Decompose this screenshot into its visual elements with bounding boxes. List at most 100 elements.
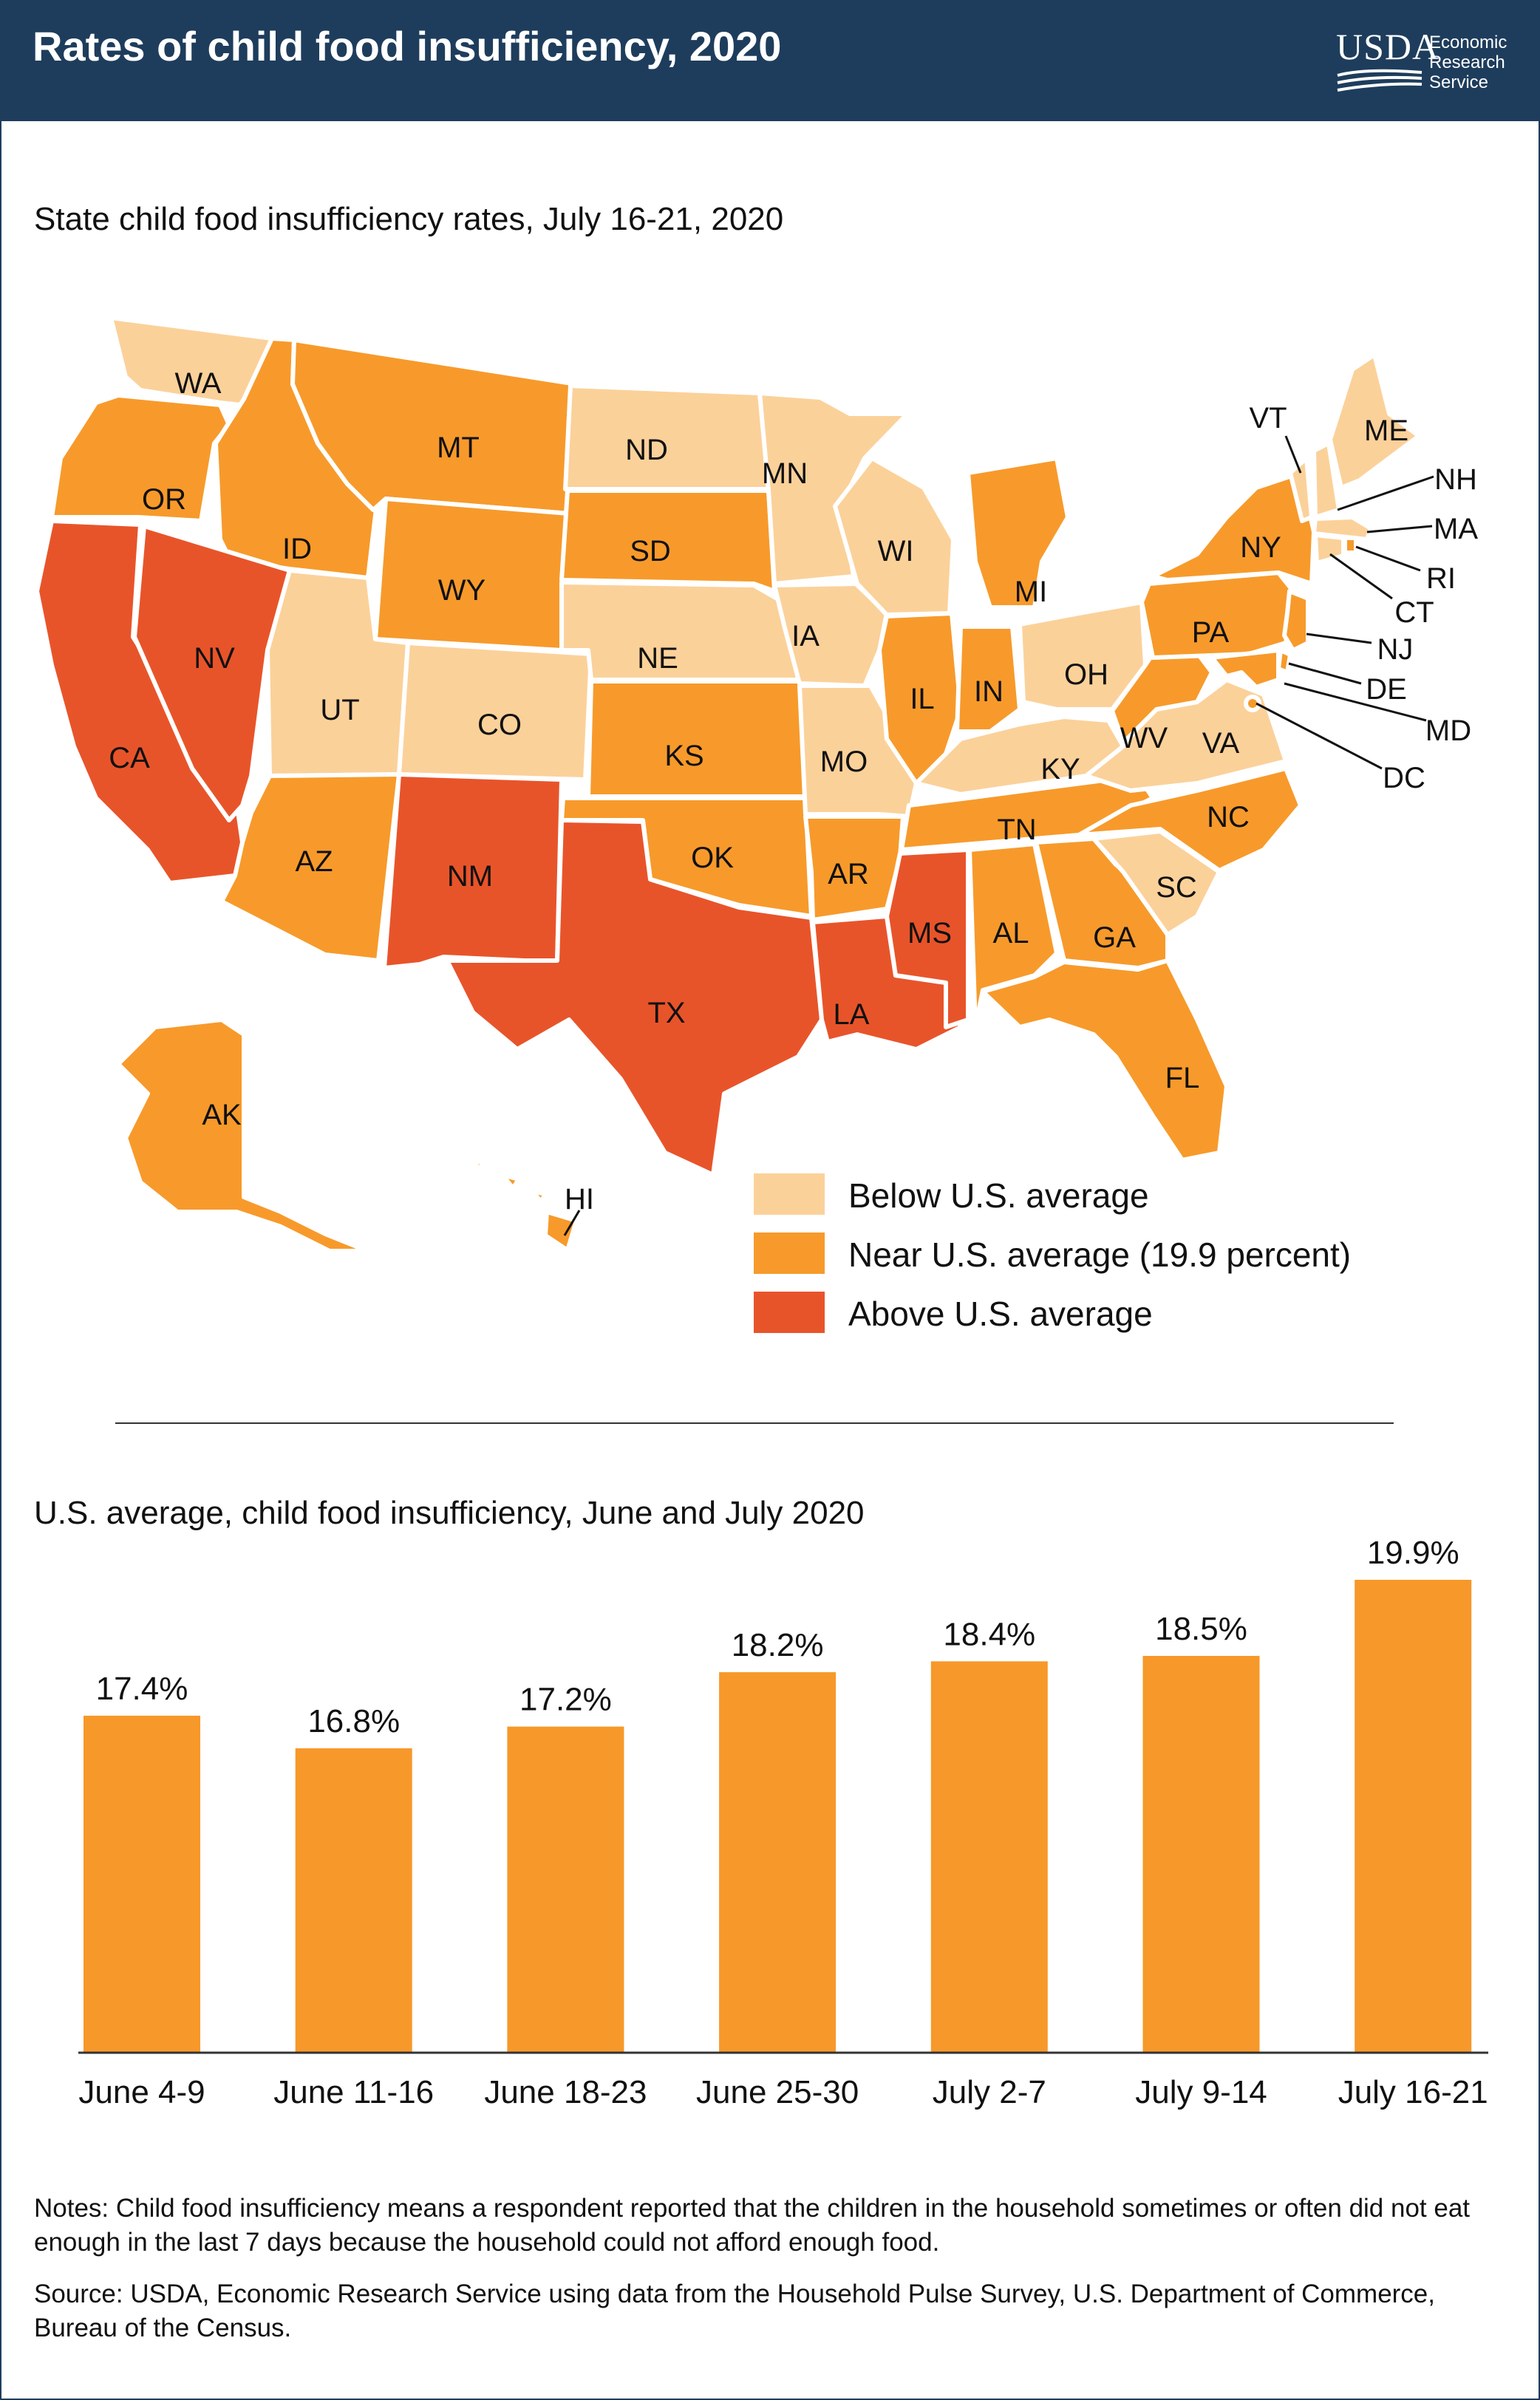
- state-shape-ma: [1312, 515, 1373, 542]
- bar-3: [507, 1726, 624, 2053]
- state-label-wi: WI: [878, 535, 914, 567]
- state-shape-ne: [559, 580, 802, 682]
- state-label-tn: TN: [997, 814, 1036, 846]
- legend-label-below: Below U.S. average: [848, 1176, 1149, 1215]
- bar-4: [719, 1672, 837, 2053]
- leader-line-ct: [1329, 553, 1393, 600]
- legend-swatch-near: [754, 1233, 825, 1274]
- state-shape-mi: [966, 456, 1070, 610]
- state-label-wv: WV: [1120, 722, 1168, 754]
- state-label-ri: RI: [1426, 562, 1456, 595]
- x-tick-label-1: June 4-9: [78, 2074, 205, 2110]
- notes-text: Notes: Child food insufficiency means a …: [34, 2194, 1471, 2257]
- state-label-me: ME: [1364, 415, 1408, 447]
- state-shape-tx: [445, 818, 824, 1177]
- state-label-nm: NM: [447, 860, 493, 893]
- bar-data-label-7: 19.9%: [1367, 1535, 1459, 1571]
- x-tick-label-2: June 11-16: [273, 2074, 434, 2110]
- leader-line-vt: [1284, 435, 1302, 474]
- bar-data-label-4: 18.2%: [732, 1627, 824, 1663]
- x-tick-label-5: July 2-7: [933, 2074, 1046, 2110]
- x-tick-label-3: June 18-23: [484, 2074, 647, 2110]
- ers-logo-text: Economic Research Service: [1429, 33, 1533, 92]
- state-label-vt: VT: [1249, 402, 1287, 434]
- state-shape-or: [50, 393, 231, 523]
- section-divider: [115, 1422, 1394, 1424]
- source-text: Source: USDA, Economic Research Service …: [34, 2280, 1435, 2342]
- state-label-ne: NE: [637, 642, 678, 675]
- state-label-in: IN: [974, 675, 1004, 708]
- state-label-sd: SD: [630, 535, 671, 567]
- bar-data-label-5: 18.4%: [943, 1616, 1035, 1652]
- state-shape-ky: [914, 715, 1125, 797]
- leader-line-nj: [1306, 633, 1372, 644]
- header-bar: Rates of child food insufficiency, 2020 …: [0, 0, 1540, 121]
- state-shape-ny: [1151, 471, 1316, 586]
- state-shape-co: [397, 641, 593, 782]
- state-shape-wi: [833, 456, 955, 617]
- bar-6: [1142, 1655, 1260, 2053]
- state-shape-ks: [586, 679, 808, 799]
- page-title: Rates of child food insufficiency, 2020: [33, 23, 782, 69]
- state-shape-hi: [471, 1158, 579, 1249]
- bar-chart: 17.4% 16.8% 17.2% 18.2% 18.4% 18.5% 19.9% June…: [78, 1535, 1488, 2110]
- state-shape-wv: [1110, 641, 1214, 745]
- state-label-sc: SC: [1156, 871, 1197, 904]
- leader-line-ma: [1366, 525, 1433, 533]
- us-state-map: WA OR CA ID NV MT WY UT CO AZ NM ND SD NE KS OK TX MN IA MO…: [35, 316, 1478, 1249]
- state-shape-dc: [1244, 695, 1261, 712]
- state-shape-vt: [1288, 456, 1314, 523]
- state-label-ga: GA: [1093, 921, 1136, 954]
- state-shape-in: [955, 624, 1022, 734]
- state-label-az: AZ: [295, 845, 333, 878]
- ers-line-1: Economic: [1429, 33, 1507, 52]
- state-label-nh: NH: [1434, 463, 1477, 496]
- state-label-or: OR: [142, 483, 186, 516]
- legend-swatch-below: [754, 1173, 825, 1215]
- state-shape-ms: [885, 848, 970, 1029]
- leader-line-dc: [1255, 702, 1383, 770]
- state-label-fl: FL: [1165, 1062, 1200, 1094]
- usda-logo: USDA: [1336, 26, 1440, 67]
- state-shape-nj: [1282, 589, 1310, 652]
- state-shape-ak: [116, 1017, 364, 1249]
- state-shape-ri: [1343, 536, 1358, 555]
- leader-line-de: [1288, 662, 1362, 685]
- leader-line-ri: [1355, 545, 1421, 572]
- state-label-tx: TX: [647, 997, 685, 1029]
- state-label-il: IL: [910, 683, 934, 715]
- leader-line-hi: [563, 1210, 581, 1236]
- state-label-dc: DC: [1383, 762, 1425, 794]
- state-label-ma: MA: [1434, 513, 1478, 545]
- state-label-nc: NC: [1207, 801, 1250, 833]
- legend-swatch-above: [754, 1292, 825, 1333]
- state-label-hi: HI: [565, 1183, 594, 1216]
- bar-data-label-2: 16.8%: [307, 1703, 400, 1739]
- state-label-ia: IA: [791, 620, 820, 652]
- state-label-ak: AK: [202, 1099, 242, 1131]
- state-label-ar: AR: [828, 858, 869, 890]
- state-label-nv: NV: [194, 642, 235, 675]
- state-shape-fl: [981, 958, 1229, 1162]
- leader-line-md: [1284, 682, 1427, 722]
- leader-line-nh: [1337, 475, 1434, 511]
- bar-chart-title: U.S. average, child food insufficiency, …: [34, 1495, 865, 1531]
- state-label-md: MD: [1425, 715, 1471, 747]
- state-label-mo: MO: [820, 746, 868, 778]
- state-label-ut: UT: [320, 694, 359, 726]
- x-tick-label-4: June 25-30: [696, 2074, 859, 2110]
- state-label-id: ID: [282, 533, 312, 565]
- state-label-mn: MN: [762, 457, 808, 490]
- state-label-mi: MI: [1015, 576, 1047, 608]
- state-label-ks: KS: [664, 740, 703, 772]
- bar-7: [1355, 1580, 1472, 2053]
- state-label-la: LA: [834, 998, 870, 1031]
- state-label-ms: MS: [907, 917, 952, 950]
- state-label-ny: NY: [1240, 531, 1281, 564]
- state-label-ky: KY: [1040, 753, 1080, 785]
- state-shape-nc: [1077, 766, 1303, 873]
- x-tick-label-7: July 16-21: [1338, 2074, 1488, 2110]
- state-shape-me: [1328, 352, 1421, 490]
- state-label-mt: MT: [437, 432, 480, 464]
- state-label-ct: CT: [1394, 596, 1434, 629]
